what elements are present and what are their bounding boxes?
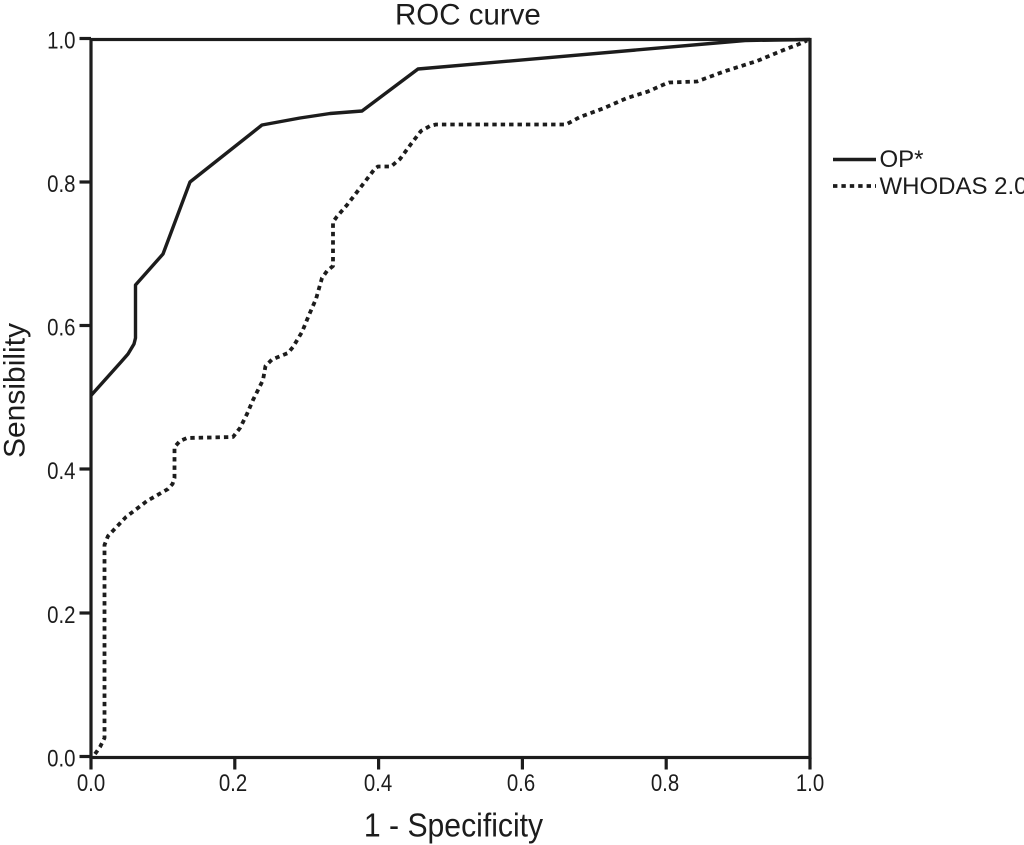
svg-text:0.6: 0.6 <box>507 769 535 796</box>
svg-text:0.8: 0.8 <box>651 769 679 796</box>
svg-text:1.0: 1.0 <box>47 27 75 54</box>
svg-text:0.4: 0.4 <box>47 458 75 485</box>
svg-text:0.6: 0.6 <box>47 314 75 341</box>
svg-text:1 - Specificity: 1 - Specificity <box>364 806 543 844</box>
svg-text:ROC curve: ROC curve <box>395 0 541 32</box>
svg-text:0.2: 0.2 <box>219 769 247 796</box>
svg-text:0.0: 0.0 <box>47 745 75 772</box>
svg-text:Sensibility: Sensibility <box>0 323 31 458</box>
svg-text:0.0: 0.0 <box>77 769 105 796</box>
svg-text:OP*: OP* <box>880 146 924 173</box>
svg-text:1.0: 1.0 <box>796 769 824 796</box>
svg-text:0.2: 0.2 <box>47 602 75 629</box>
svg-text:0.8: 0.8 <box>47 171 75 198</box>
svg-text:WHODAS 2.0: WHODAS 2.0 <box>880 173 1024 200</box>
svg-text:0.4: 0.4 <box>364 769 392 796</box>
